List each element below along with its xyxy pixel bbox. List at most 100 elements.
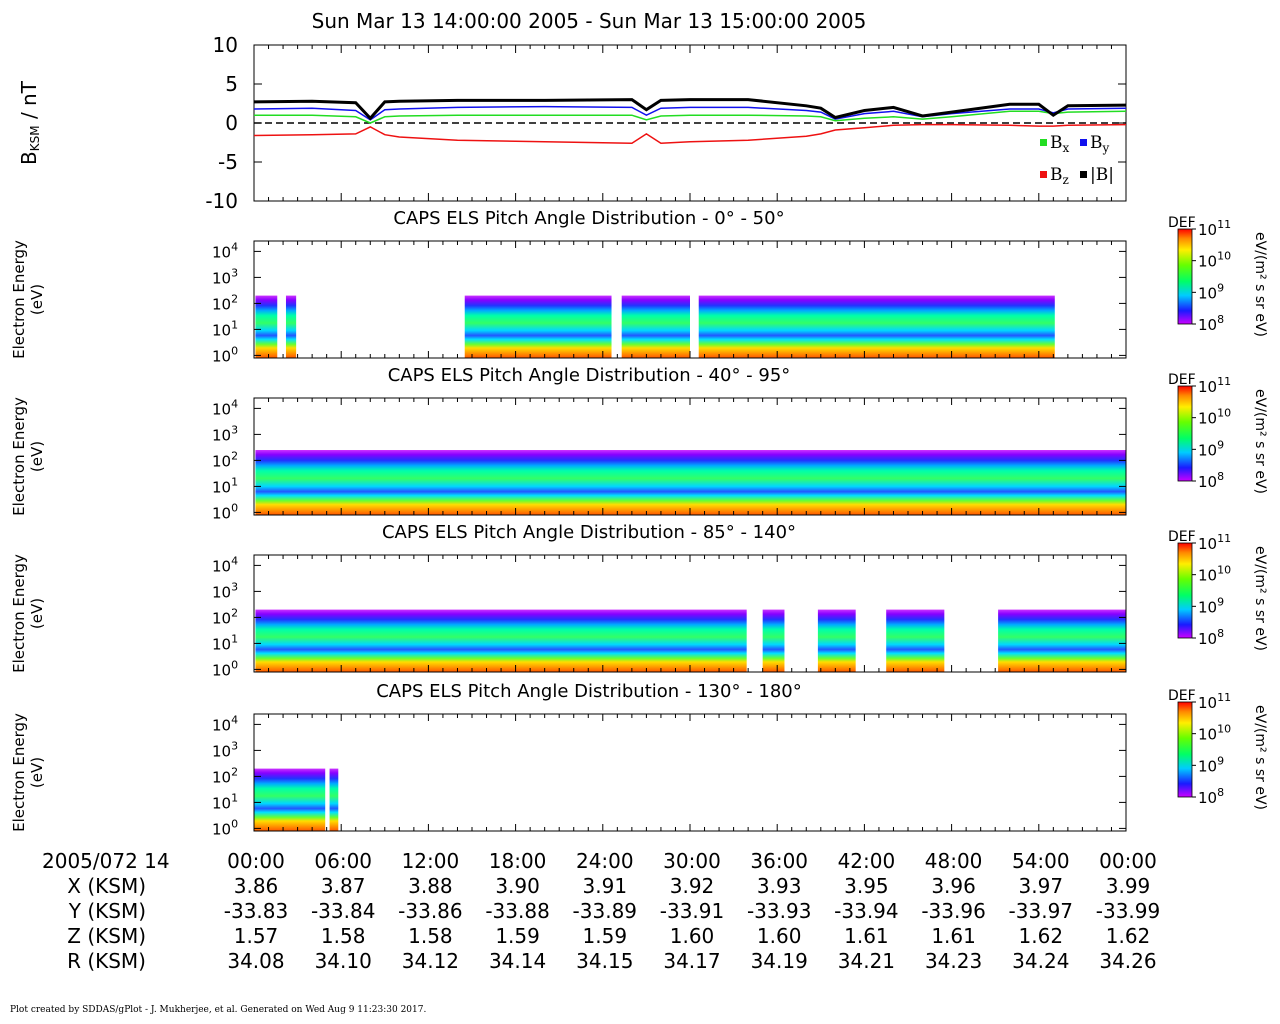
ephemeris-table: 2005/072 14 00:00 06:00 12:00 18:00 24:00 30:0…: [42, 849, 1160, 973]
energy-tick-label: 104: [212, 240, 238, 261]
energy-tick-base: 10: [212, 635, 231, 653]
colorbar-tick-exponent: 11: [1217, 691, 1231, 704]
energy-tick-base: 10: [212, 609, 231, 627]
ephemeris-value: 34.17: [663, 949, 720, 973]
energy-tick-exponent: 0: [231, 501, 238, 514]
colorbar-tick-label: 1010: [1198, 723, 1231, 744]
mag-y-tick-label: 5: [225, 72, 238, 96]
mag-series-line: [253, 123, 1127, 145]
ephemeris-value: 1.62: [1106, 924, 1151, 948]
ephemeris-value: -33.96: [921, 899, 985, 923]
ephemeris-time-label: 24:00: [576, 849, 634, 873]
colorbar-label: DEF: [1168, 688, 1196, 704]
ephemeris-value: 34.10: [315, 949, 372, 973]
ephemeris-value: 3.91: [583, 874, 628, 898]
spectrogram-block: [329, 768, 339, 831]
spectrogram-block: [817, 609, 856, 672]
colorbar-tick-label: 108: [1198, 786, 1224, 807]
panel-title: CAPS ELS Pitch Angle Distribution - 85° …: [382, 522, 796, 543]
colorbar-tick-base: 10: [1198, 757, 1217, 775]
footer-credit: Plot created by SDDAS/gPlot - J. Mukherj…: [10, 1005, 427, 1015]
energy-axis-label: Electron Energy(eV): [10, 554, 46, 673]
energy-tick-exponent: 4: [231, 713, 238, 726]
colorbar-tick-base: 10: [1198, 410, 1217, 428]
colorbar-tick-base: 10: [1198, 726, 1217, 744]
spectrogram-block: [621, 295, 690, 358]
colorbar-tick-exponent: 8: [1217, 313, 1224, 326]
ephemeris-time-label: 18:00: [489, 849, 547, 873]
colorbar-tick-label: 1011: [1198, 218, 1231, 239]
ephemeris-value: 3.92: [670, 874, 715, 898]
mag-y-tick-label: 0: [225, 111, 238, 135]
colorbar-frame: [1177, 385, 1193, 482]
colorbar-unit-label: eV/(m² s sr eV): [1252, 705, 1268, 810]
ephemeris-value: 3.99: [1106, 874, 1151, 898]
ephemeris-value: -33.99: [1096, 899, 1160, 923]
energy-tick-base: 10: [212, 583, 231, 601]
mag-series-group: [253, 98, 1127, 145]
energy-tick-exponent: 4: [231, 397, 238, 410]
colorbar-tick-label: 1011: [1198, 532, 1231, 553]
ephemeris-value: 1.59: [583, 924, 628, 948]
colorbar-gradient: [1178, 386, 1192, 481]
ephemeris-time-label: 06:00: [314, 849, 372, 873]
ephemeris-row-label: Y (KSM): [68, 899, 146, 923]
colorbar-tick-base: 10: [1198, 694, 1217, 712]
colorbar-tick-base: 10: [1198, 535, 1217, 553]
energy-tick-label: 100: [212, 658, 238, 679]
energy-tick-base: 10: [212, 504, 231, 522]
energy-tick-label: 100: [212, 344, 238, 365]
ephemeris-value: 1.59: [495, 924, 540, 948]
mag-series-line: [253, 105, 1127, 121]
ephemeris-value: 3.87: [321, 874, 366, 898]
ephemeris-value: 1.62: [1019, 924, 1064, 948]
colorbar-tick-base: 10: [1198, 441, 1217, 459]
spectrogram-block: [998, 609, 1126, 672]
spectrogram-block: [464, 295, 612, 358]
energy-axis-label: Electron Energy(eV): [10, 713, 46, 832]
colorbar-tick-label: 108: [1198, 313, 1224, 334]
colorbar-tick-exponent: 10: [1217, 723, 1231, 736]
energy-tick-base: 10: [212, 716, 231, 734]
energy-tick-base: 10: [212, 269, 231, 287]
ephemeris-value: -33.93: [747, 899, 811, 923]
colorbar-tick-exponent: 9: [1217, 438, 1224, 451]
colorbar-tick-base: 10: [1198, 598, 1217, 616]
energy-tick-exponent: 1: [231, 632, 238, 645]
ephemeris-time-label: 12:00: [402, 849, 460, 873]
energy-axis-label-line1: Electron Energy: [10, 713, 28, 832]
energy-tick-base: 10: [212, 768, 231, 786]
energy-tick-label: 102: [212, 292, 238, 313]
energy-tick-label: 104: [212, 397, 238, 418]
energy-axis-label-line2: (eV): [28, 284, 46, 315]
colorbar-tick-label: 1010: [1198, 250, 1231, 271]
legend-label-main: B: [1050, 165, 1063, 185]
ephemeris-date-label: 2005/072 14: [42, 849, 170, 873]
energy-tick-exponent: 3: [231, 739, 238, 752]
spectrogram-block: [255, 609, 747, 672]
panel-title: CAPS ELS Pitch Angle Distribution - 40° …: [388, 365, 791, 386]
energy-tick-base: 10: [212, 820, 231, 838]
energy-tick-base: 10: [212, 295, 231, 313]
spectrogram-block: [255, 450, 1126, 515]
colorbar-tick-base: 10: [1198, 316, 1217, 334]
legend-swatch: [1040, 171, 1047, 178]
colorbar-tick-label: 1011: [1198, 691, 1231, 712]
energy-tick-label: 101: [212, 318, 238, 339]
energy-tick-exponent: 2: [231, 449, 238, 462]
colorbar-frame: [1177, 701, 1193, 798]
energy-axis-label: Electron Energy(eV): [10, 397, 46, 516]
ephemeris-value: -33.83: [224, 899, 288, 923]
energy-tick-base: 10: [212, 661, 231, 679]
ephemeris-value: 1.61: [931, 924, 976, 948]
colorbar-tick-label: 108: [1198, 627, 1224, 648]
colorbar-tick-base: 10: [1198, 473, 1217, 491]
ephemeris-value: 34.14: [489, 949, 546, 973]
ephemeris-value: 1.58: [408, 924, 453, 948]
colorbar-tick-label: 1011: [1198, 375, 1231, 396]
energy-tick-exponent: 3: [231, 580, 238, 593]
spectrogram-block: [886, 609, 945, 672]
spectrogram-block: [254, 768, 326, 831]
energy-tick-base: 10: [212, 557, 231, 575]
